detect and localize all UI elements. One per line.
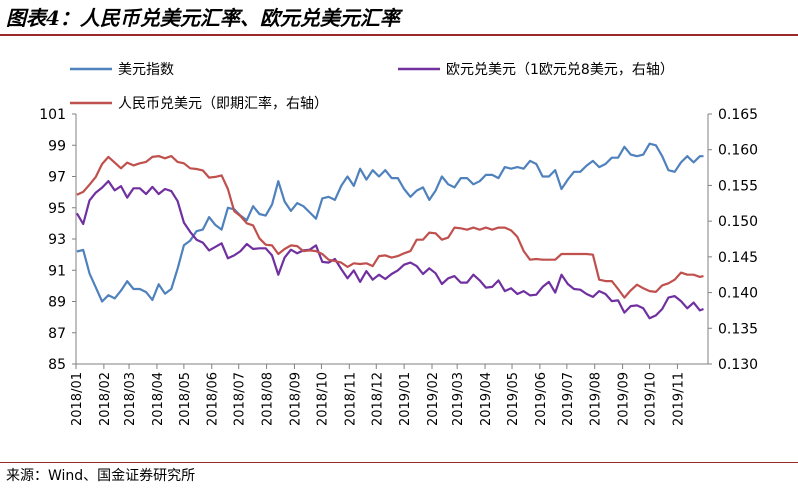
x-axis-tick-label: 2018/10 <box>315 372 330 426</box>
right-axis-tick-label: 0.135 <box>718 321 758 337</box>
x-axis-tick-label: 2018/09 <box>288 372 303 426</box>
x-axis-tick-label: 2018/05 <box>178 372 193 426</box>
x-axis-tick-label: 2019/02 <box>426 372 441 426</box>
left-axis-tick-label: 101 <box>39 107 66 123</box>
x-axis-tick-label: 2018/02 <box>98 372 113 426</box>
source-note: 来源：Wind、国金证券研究所 <box>6 468 196 484</box>
x-axis-tick-label: 2019/05 <box>506 372 521 426</box>
right-axis-tick-label: 0.155 <box>718 178 758 194</box>
series-line-cny-usd <box>76 154 704 299</box>
x-axis-tick-label: 2019/11 <box>671 372 686 426</box>
chart-axes: 85 87 89 91 93 95 97 99 101 0.130 0.135 0.140 0.145 0… <box>39 107 758 426</box>
right-axis-tick-label: 0.130 <box>718 357 758 373</box>
series-line-eur-usd <box>75 180 704 320</box>
legend-label-usd-index: 美元指数 <box>118 62 174 78</box>
title-divider <box>0 34 798 36</box>
x-axis-tick-label: 2019/01 <box>398 372 413 426</box>
chart-title: 图表4：人民币兑美元汇率、欧元兑美元汇率 <box>6 6 400 30</box>
legend-label-cny-usd: 人民币兑美元（即期汇率，右轴） <box>118 95 328 112</box>
x-axis-tick-label: 2018/03 <box>123 372 138 426</box>
right-axis-tick-label: 0.160 <box>718 143 758 159</box>
left-axis-tick-label: 89 <box>48 295 66 311</box>
x-axis-tick-label: 2018/06 <box>206 372 221 426</box>
right-axis-tick-label: 0.140 <box>718 286 758 302</box>
x-axis-tick-label: 2019/04 <box>479 372 494 426</box>
x-axis-tick-label: 2019/03 <box>451 372 466 426</box>
right-axis-tick-label: 0.165 <box>718 107 758 123</box>
x-axis-tick-label: 2018/01 <box>70 372 85 426</box>
x-axis-tick-label: 2019/10 <box>644 372 659 426</box>
legend-label-eur-usd: 欧元兑美元（1欧元兑8美元，右轴） <box>446 62 674 78</box>
footer-divider <box>0 462 798 463</box>
chart-legend: 美元指数 欧元兑美元（1欧元兑8美元，右轴） 人民币兑美元（即期汇率，右轴） <box>70 62 674 112</box>
x-axis-tick-label: 2018/11 <box>343 372 358 426</box>
x-axis-tick-label: 2018/04 <box>151 372 166 426</box>
x-axis-tick-label: 2018/08 <box>261 372 276 426</box>
x-axis-tick-label: 2019/09 <box>617 372 632 426</box>
right-axis-tick-label: 0.145 <box>718 250 758 266</box>
x-axis-tick-label: 2019/07 <box>561 372 576 426</box>
series-layer <box>75 142 704 320</box>
left-axis-tick-label: 95 <box>48 201 66 217</box>
left-axis-tick-label: 87 <box>48 326 66 342</box>
left-axis-tick-label: 91 <box>48 263 66 279</box>
x-axis-tick-label: 2019/08 <box>589 372 604 426</box>
dual-axis-line-chart: 美元指数 欧元兑美元（1欧元兑8美元，右轴） 人民币兑美元（即期汇率，右轴） 8… <box>39 62 758 426</box>
left-axis-tick-label: 97 <box>48 170 66 186</box>
x-axis-tick-label: 2019/06 <box>534 372 549 426</box>
left-axis-tick-label: 85 <box>48 357 66 373</box>
left-axis-tick-label: 99 <box>48 138 66 154</box>
x-axis-tick-label: 2018/07 <box>233 372 248 426</box>
x-axis-tick-label: 2018/12 <box>370 372 385 426</box>
left-axis-tick-label: 93 <box>48 232 66 248</box>
series-line-usd-index <box>76 142 704 303</box>
right-axis-tick-label: 0.150 <box>718 214 758 230</box>
